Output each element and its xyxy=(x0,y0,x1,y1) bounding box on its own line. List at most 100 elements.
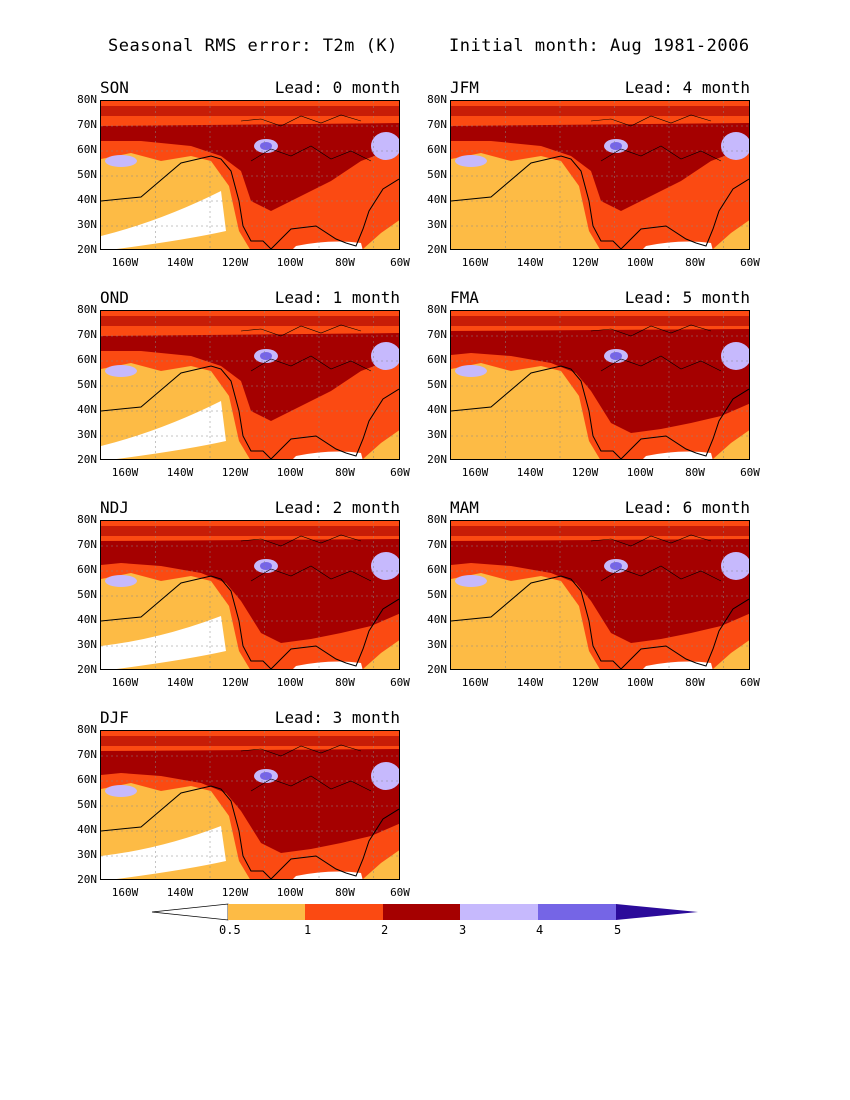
colorbar-bin-2-3 xyxy=(383,904,460,920)
y-tick-label: 20N xyxy=(77,243,97,256)
panel-lead: Lead: 1 month xyxy=(274,288,400,307)
y-tick-label: 20N xyxy=(427,243,447,256)
x-tick-label: 160W xyxy=(111,256,139,269)
map-panel: NDJ Lead: 2 month 80N 70N 60N 50N 40N 30N 20N 160… xyxy=(77,498,460,720)
x-tick-label: 80W xyxy=(335,466,355,479)
y-tick-label: 50N xyxy=(427,378,447,391)
y-tick-label: 80N xyxy=(427,303,447,316)
colorbar-below-triangle xyxy=(151,903,229,921)
x-tick-label: 80W xyxy=(685,256,705,269)
x-tick-label: 120W xyxy=(571,256,599,269)
figure-subtitle: Initial month: Aug 1981-2006 xyxy=(449,36,750,56)
y-tick-label: 70N xyxy=(427,328,447,341)
y-tick-label: 30N xyxy=(77,638,97,651)
y-tick-label: 30N xyxy=(77,218,97,231)
y-tick-label: 80N xyxy=(77,303,97,316)
y-tick-label: 40N xyxy=(427,403,447,416)
panel-lead: Lead: 3 month xyxy=(274,708,400,727)
colorbar-label: 2 xyxy=(381,923,389,937)
x-tick-label: 100W xyxy=(626,466,654,479)
panel-season: SON xyxy=(100,78,129,97)
y-tick-label: 70N xyxy=(77,328,97,341)
panel-season: JFM xyxy=(450,78,479,97)
y-tick-label: 60N xyxy=(77,563,97,576)
x-tick-label: 140W xyxy=(516,256,544,269)
x-tick-label: 160W xyxy=(461,256,489,269)
colorbar-bin-1-2 xyxy=(305,904,383,920)
map-plot xyxy=(450,100,750,250)
x-tick-label: 80W xyxy=(685,676,705,689)
y-tick-label: 50N xyxy=(77,378,97,391)
x-tick-label: 60W xyxy=(740,466,760,479)
panel-lead: Lead: 4 month xyxy=(624,78,750,97)
y-tick-label: 30N xyxy=(427,218,447,231)
x-tick-label: 60W xyxy=(390,466,410,479)
y-tick-label: 80N xyxy=(77,513,97,526)
y-tick-label: 50N xyxy=(427,168,447,181)
y-tick-label: 80N xyxy=(77,723,97,736)
y-tick-label: 70N xyxy=(77,538,97,551)
panel-lead: Lead: 0 month xyxy=(274,78,400,97)
y-tick-label: 40N xyxy=(77,823,97,836)
panel-season: FMA xyxy=(450,288,479,307)
map-plot xyxy=(100,310,400,460)
map-panel: SON Lead: 0 month 80N 70N 60N 50N 40N 30N 20N 160… xyxy=(77,78,460,300)
y-tick-label: 50N xyxy=(77,168,97,181)
x-tick-label: 160W xyxy=(111,466,139,479)
x-tick-label: 140W xyxy=(166,676,194,689)
y-tick-label: 20N xyxy=(77,663,97,676)
y-tick-label: 40N xyxy=(77,613,97,626)
colorbar-label: 1 xyxy=(304,923,312,937)
y-tick-label: 60N xyxy=(77,353,97,366)
colorbar-above-triangle xyxy=(616,904,698,920)
x-tick-label: 120W xyxy=(221,886,249,899)
map-panel: MAM Lead: 6 month 80N 70N 60N 50N 40N 30N 20N 160… xyxy=(427,498,810,720)
x-tick-label: 80W xyxy=(335,886,355,899)
x-tick-label: 100W xyxy=(626,676,654,689)
x-tick-label: 80W xyxy=(335,256,355,269)
x-tick-label: 140W xyxy=(516,676,544,689)
y-tick-label: 60N xyxy=(77,143,97,156)
map-panel: OND Lead: 1 month 80N 70N 60N 50N 40N 30N 20N 160… xyxy=(77,288,460,510)
colorbar-bin-3-4 xyxy=(460,904,538,920)
x-tick-label: 120W xyxy=(221,256,249,269)
colorbar-label: 3 xyxy=(459,923,467,937)
y-tick-label: 60N xyxy=(77,773,97,786)
x-tick-label: 60W xyxy=(390,676,410,689)
x-tick-label: 100W xyxy=(276,676,304,689)
y-tick-label: 60N xyxy=(427,353,447,366)
x-tick-label: 80W xyxy=(685,466,705,479)
y-tick-label: 20N xyxy=(77,453,97,466)
x-tick-label: 120W xyxy=(571,466,599,479)
y-tick-label: 20N xyxy=(427,663,447,676)
panel-season: OND xyxy=(100,288,129,307)
colorbar-bin-4-5 xyxy=(538,904,616,920)
panel-season: DJF xyxy=(100,708,129,727)
y-tick-label: 20N xyxy=(77,873,97,886)
colorbar-bin-0.5-1 xyxy=(228,904,305,920)
map-plot xyxy=(100,100,400,250)
x-tick-label: 100W xyxy=(276,256,304,269)
map-plot xyxy=(100,520,400,670)
map-plot xyxy=(450,310,750,460)
y-tick-label: 70N xyxy=(77,748,97,761)
y-tick-label: 40N xyxy=(77,193,97,206)
x-tick-label: 100W xyxy=(276,886,304,899)
y-tick-label: 80N xyxy=(77,93,97,106)
panel-lead: Lead: 2 month xyxy=(274,498,400,517)
figure-title: Seasonal RMS error: T2m (K) xyxy=(108,36,398,56)
y-tick-label: 30N xyxy=(77,848,97,861)
y-tick-label: 30N xyxy=(427,638,447,651)
x-tick-label: 80W xyxy=(335,676,355,689)
x-tick-label: 140W xyxy=(516,466,544,479)
y-tick-label: 60N xyxy=(427,143,447,156)
map-panel: FMA Lead: 5 month 80N 70N 60N 50N 40N 30N 20N 160… xyxy=(427,288,810,510)
x-tick-label: 120W xyxy=(571,676,599,689)
y-tick-label: 50N xyxy=(77,588,97,601)
panel-season: MAM xyxy=(450,498,479,517)
x-tick-label: 60W xyxy=(740,676,760,689)
y-tick-label: 40N xyxy=(427,193,447,206)
colorbar-label: 5 xyxy=(614,923,622,937)
x-tick-label: 100W xyxy=(276,466,304,479)
y-tick-label: 50N xyxy=(427,588,447,601)
